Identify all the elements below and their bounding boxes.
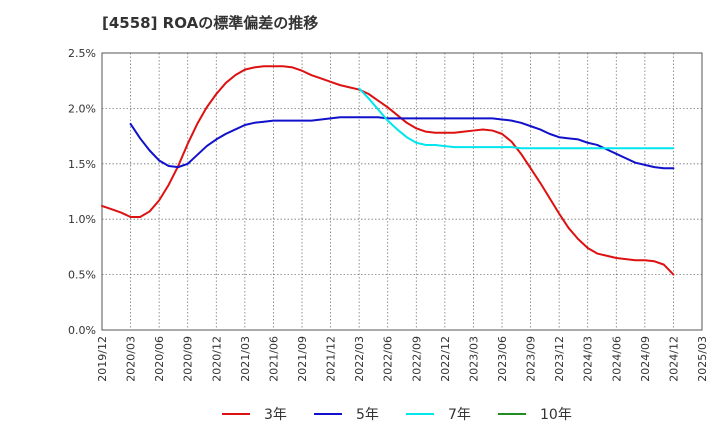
x-tick-label: 2021/09 bbox=[296, 336, 309, 382]
x-tick-label: 2023/06 bbox=[496, 336, 509, 382]
x-tick-label: 2024/03 bbox=[582, 336, 595, 382]
x-tick-label: 2024/06 bbox=[610, 336, 623, 382]
x-tick-label: 2022/12 bbox=[439, 336, 452, 382]
y-tick-label: 1.5% bbox=[68, 158, 96, 171]
x-tick-label: 2021/03 bbox=[239, 336, 252, 382]
series-line bbox=[358, 87, 675, 150]
x-tick-label: 2020/12 bbox=[210, 336, 223, 382]
legend-label: 7年 bbox=[448, 407, 471, 423]
x-tick-label: 2022/03 bbox=[353, 336, 366, 382]
legend-label: 3年 bbox=[264, 407, 287, 423]
series-line bbox=[101, 65, 675, 276]
x-tick-label: 2025/03 bbox=[696, 336, 709, 382]
x-tick-label: 2020/06 bbox=[153, 336, 166, 382]
x-tick-label: 2022/06 bbox=[382, 336, 395, 382]
grid bbox=[101, 52, 703, 331]
y-tick-label: 0.5% bbox=[68, 269, 96, 282]
legend: 3年 5年 7年 10年 bbox=[222, 407, 572, 423]
y-tick-label: 2.0% bbox=[68, 102, 96, 115]
x-tick-label: 2024/09 bbox=[639, 336, 652, 382]
legend-label: 10年 bbox=[540, 407, 572, 423]
x-tick-label: 2021/06 bbox=[267, 336, 280, 382]
x-tick-label: 2021/12 bbox=[325, 336, 338, 382]
x-tick-label: 2022/09 bbox=[410, 336, 423, 382]
x-tick-label: 2023/03 bbox=[467, 336, 480, 382]
x-tick-label: 2020/03 bbox=[125, 336, 138, 382]
x-tick-label: 2019/12 bbox=[96, 336, 109, 382]
series-lines bbox=[101, 65, 675, 276]
y-tick-label: 1.0% bbox=[68, 213, 96, 226]
x-tick-label: 2024/12 bbox=[667, 336, 680, 382]
axes: 0.0% 0.5% 1.0% 1.5% 2.0% 2.5% 2019/12 2020/03 20… bbox=[68, 47, 709, 382]
x-tick-label: 2020/09 bbox=[182, 336, 195, 382]
x-tick-label: 2023/09 bbox=[525, 336, 538, 382]
legend-label: 5年 bbox=[356, 407, 379, 423]
plot-frame bbox=[101, 52, 703, 331]
series-line bbox=[129, 116, 675, 170]
y-tick-label: 2.5% bbox=[68, 47, 96, 60]
y-tick-label: 0.0% bbox=[68, 324, 96, 337]
chart-title: [4558] ROAの標準偏差の推移 bbox=[102, 14, 319, 32]
x-tick-label: 2023/12 bbox=[553, 336, 566, 382]
